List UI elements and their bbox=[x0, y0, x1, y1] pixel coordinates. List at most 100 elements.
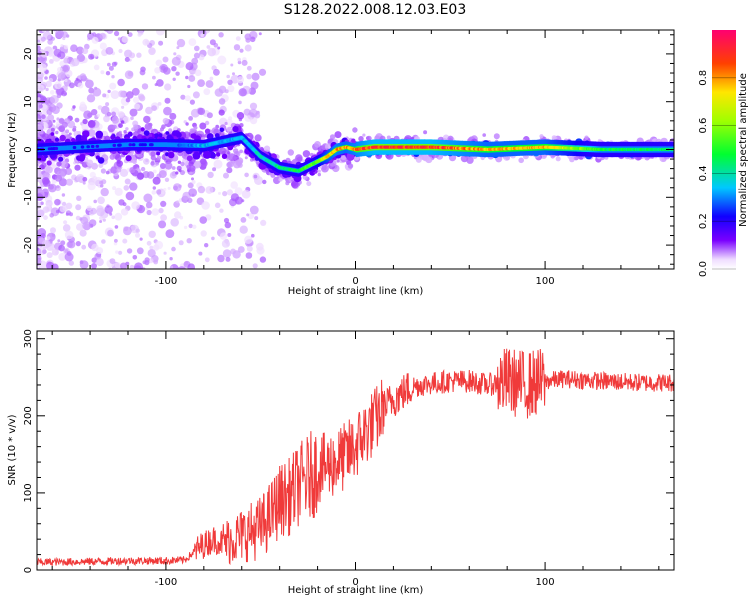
noise-blob bbox=[206, 45, 211, 49]
noise-blob bbox=[64, 230, 74, 240]
halo-blob bbox=[111, 116, 120, 124]
noise-blob bbox=[111, 61, 117, 67]
noise-blob bbox=[145, 40, 150, 45]
halo-blob bbox=[239, 149, 244, 154]
noise-blob bbox=[218, 98, 226, 105]
noise-blob bbox=[131, 87, 140, 96]
band-blob bbox=[50, 132, 55, 136]
halo-blob bbox=[200, 158, 207, 165]
noise-blob bbox=[165, 229, 175, 239]
noise-blob bbox=[212, 167, 217, 172]
band-blob bbox=[156, 151, 161, 156]
y-tick-label: 0 bbox=[23, 567, 34, 573]
band-blob bbox=[165, 131, 170, 135]
noise-blob bbox=[99, 215, 104, 221]
noise-blob bbox=[205, 186, 214, 194]
halo-blob bbox=[160, 127, 164, 132]
noise-blob bbox=[156, 189, 162, 195]
noise-blob bbox=[152, 169, 157, 174]
noise-blob bbox=[241, 189, 251, 199]
noise-blob bbox=[211, 236, 215, 241]
noise-blob bbox=[171, 66, 177, 72]
halo-blob bbox=[42, 133, 49, 141]
colorbar-ticks: 0.00.20.40.60.8 bbox=[698, 70, 736, 277]
noise-blob bbox=[251, 233, 255, 238]
noise-blob bbox=[45, 80, 52, 88]
halo-blob bbox=[132, 131, 139, 138]
noise-blob bbox=[258, 68, 267, 76]
halo-blob bbox=[317, 169, 321, 173]
noise-blob bbox=[178, 240, 184, 246]
band-blob bbox=[46, 160, 52, 166]
noise-blob bbox=[91, 263, 97, 269]
noise-blob bbox=[158, 220, 167, 229]
noise-blob bbox=[183, 120, 187, 124]
noise-blob bbox=[75, 241, 81, 247]
noise-blob bbox=[249, 205, 259, 215]
noise-blob bbox=[94, 253, 102, 260]
x-tick-label: 0 bbox=[352, 577, 358, 588]
noise-blob bbox=[213, 68, 220, 76]
noise-blob bbox=[235, 36, 241, 41]
halo-blob bbox=[110, 166, 118, 174]
noise-blob bbox=[141, 83, 149, 90]
noise-blob bbox=[121, 36, 129, 43]
noise-blob bbox=[42, 249, 47, 255]
halo-blob bbox=[155, 161, 160, 166]
halo-blob bbox=[82, 118, 88, 125]
noise-blob bbox=[110, 90, 120, 99]
noise-blob bbox=[76, 46, 84, 55]
noise-blob bbox=[37, 247, 40, 252]
noise-blob bbox=[241, 199, 245, 203]
noise-blob bbox=[222, 191, 228, 197]
noise-blob bbox=[134, 262, 143, 269]
band-blob bbox=[204, 128, 211, 134]
noise-blob bbox=[58, 252, 67, 261]
noise-blob bbox=[124, 57, 130, 62]
noise-blob bbox=[125, 191, 135, 201]
noise-blob bbox=[193, 52, 200, 59]
noise-blob bbox=[60, 240, 66, 246]
noise-blob bbox=[108, 65, 114, 71]
noise-blob bbox=[105, 71, 111, 76]
halo-blob bbox=[169, 171, 177, 179]
noise-blob bbox=[164, 177, 170, 182]
noise-blob bbox=[37, 71, 44, 80]
halo-blob bbox=[518, 157, 524, 164]
halo-blob bbox=[584, 135, 589, 140]
noise-blob bbox=[251, 72, 260, 81]
halo-blob bbox=[64, 167, 73, 175]
noise-blob bbox=[104, 205, 113, 214]
halo-blob bbox=[116, 167, 122, 173]
noise-blob bbox=[63, 49, 69, 54]
noise-blob bbox=[117, 78, 125, 87]
noise-blob bbox=[171, 246, 176, 252]
noise-blob bbox=[37, 228, 47, 237]
snr-y-axis-label: SNR (10 * v/v) bbox=[7, 414, 18, 485]
noise-blob bbox=[62, 224, 71, 232]
noise-blob bbox=[246, 245, 253, 252]
noise-blob bbox=[54, 198, 61, 206]
noise-blob bbox=[132, 96, 140, 104]
halo-blob bbox=[329, 134, 336, 140]
figure-title: S128.2022.008.12.03.E03 bbox=[283, 2, 467, 18]
noise-blob bbox=[61, 201, 67, 207]
noise-blob bbox=[86, 94, 96, 103]
noise-blob bbox=[252, 263, 258, 269]
colorbar-tick-label: 0.0 bbox=[698, 261, 709, 277]
noise-blob bbox=[105, 47, 114, 55]
halo-blob bbox=[291, 180, 299, 189]
band-blob bbox=[346, 152, 355, 161]
noise-blob bbox=[187, 84, 191, 89]
halo-blob bbox=[143, 115, 151, 124]
noise-blob bbox=[109, 258, 116, 264]
noise-blob bbox=[44, 76, 48, 80]
noise-blob bbox=[46, 109, 53, 115]
noise-blob bbox=[51, 248, 59, 256]
spectrogram-frame bbox=[36, 29, 675, 270]
noise-blob bbox=[151, 190, 157, 195]
noise-blob bbox=[107, 89, 111, 94]
noise-blob bbox=[109, 82, 117, 90]
